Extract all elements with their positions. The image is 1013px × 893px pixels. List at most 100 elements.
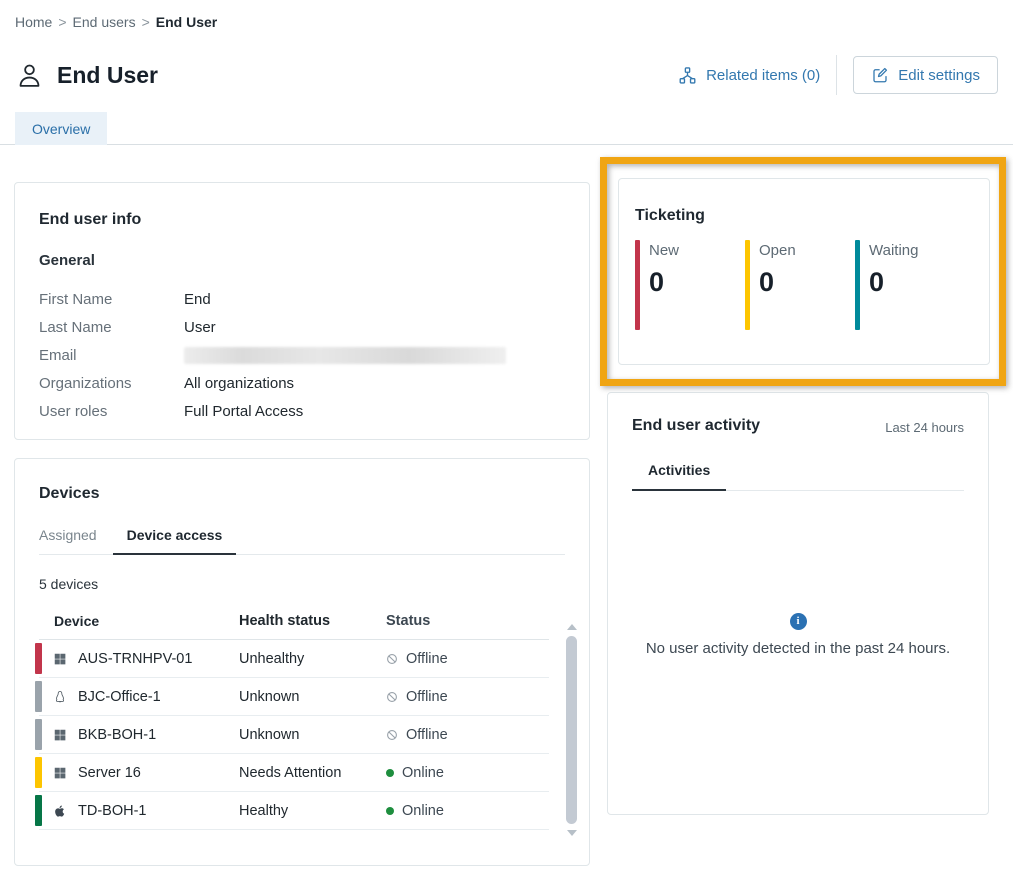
stat-waiting-tickets[interactable]: Waiting 0	[855, 240, 965, 330]
breadcrumb-separator: >	[58, 14, 66, 30]
redacted-email-value	[184, 347, 506, 364]
edit-settings-button[interactable]: Edit settings	[853, 56, 998, 94]
activity-title: End user activity	[632, 417, 760, 435]
health-color-bar	[35, 757, 42, 788]
table-row[interactable]: BJC-Office-1 Unknown Offline	[39, 678, 549, 716]
device-name: BJC-Office-1	[78, 689, 161, 705]
field-organizations: Organizations All organizations	[39, 369, 565, 397]
stat-value: 0	[869, 267, 918, 298]
status-text: Offline	[406, 727, 448, 743]
tab-device-access[interactable]: Device access	[127, 527, 223, 554]
health-status: Healthy	[239, 803, 386, 819]
breadcrumb-end-users[interactable]: End users	[73, 14, 136, 30]
offline-status-icon	[386, 729, 398, 741]
stat-color-bar	[855, 240, 860, 330]
info-icon: i	[790, 613, 807, 630]
field-value: End	[184, 291, 211, 308]
table-row[interactable]: Server 16 Needs Attention Online	[39, 754, 549, 792]
table-row[interactable]: AUS-TRNHPV-01 Unhealthy Offline	[39, 640, 549, 678]
linux-icon	[53, 690, 67, 704]
health-status: Unhealthy	[239, 651, 386, 667]
related-items-link[interactable]: Related items (0)	[678, 66, 820, 85]
edit-settings-label: Edit settings	[898, 67, 980, 84]
vertical-divider	[836, 55, 837, 95]
field-user-roles: User roles Full Portal Access	[39, 397, 565, 425]
related-items-label: Related items (0)	[706, 67, 820, 84]
windows-icon	[53, 728, 67, 742]
scroll-down-arrow-icon[interactable]	[567, 830, 577, 836]
stat-value: 0	[649, 267, 679, 298]
end-user-info-card: End user info General First Name End Las…	[14, 182, 590, 440]
tab-bar: Overview	[0, 111, 1013, 145]
person-icon	[15, 61, 44, 90]
general-section-title: General	[39, 252, 565, 269]
hierarchy-icon	[678, 66, 697, 85]
timeframe-label: Last 24 hours	[885, 417, 964, 435]
field-label: Last Name	[39, 319, 184, 336]
ticketing-title: Ticketing	[635, 207, 973, 225]
windows-icon	[53, 652, 67, 666]
tab-overview[interactable]: Overview	[15, 112, 107, 145]
breadcrumb: Home > End users > End User	[15, 14, 217, 30]
status-text: Online	[402, 765, 444, 781]
stat-new-tickets[interactable]: New 0	[635, 240, 745, 330]
table-scrollbar	[565, 624, 578, 836]
device-name: TD-BOH-1	[78, 803, 146, 819]
field-label: Organizations	[39, 375, 184, 392]
header-actions: Related items (0) Edit settings	[678, 55, 998, 95]
column-health-status: Health status	[239, 613, 386, 629]
devices-tab-bar: Assigned Device access	[39, 527, 565, 555]
table-row[interactable]: BKB-BOH-1 Unknown Offline	[39, 716, 549, 754]
field-label: User roles	[39, 403, 184, 420]
tab-assigned[interactable]: Assigned	[39, 527, 97, 554]
tab-activities[interactable]: Activities	[632, 462, 726, 491]
page-title: End User	[57, 62, 158, 89]
page-header: End User Related items (0) Edit settings	[15, 52, 998, 98]
devices-table-header: Device Health status Status	[39, 605, 549, 640]
scroll-up-arrow-icon[interactable]	[567, 624, 577, 630]
ticketing-card: Ticketing New 0 Open 0 Waiting 0	[618, 178, 990, 365]
scrollbar-thumb[interactable]	[566, 636, 577, 824]
field-value: User	[184, 319, 216, 336]
field-last-name: Last Name User	[39, 313, 565, 341]
field-value: Full Portal Access	[184, 403, 303, 420]
column-status: Status	[386, 613, 549, 629]
windows-icon	[53, 766, 67, 780]
empty-activity-message: No user activity detected in the past 24…	[608, 640, 988, 657]
offline-status-icon	[386, 653, 398, 665]
stat-color-bar	[635, 240, 640, 330]
devices-title: Devices	[39, 485, 565, 503]
apple-icon	[53, 804, 67, 818]
stat-label: New	[649, 242, 679, 259]
breadcrumb-current: End User	[156, 14, 217, 30]
device-count: 5 devices	[39, 576, 565, 592]
stat-value: 0	[759, 267, 796, 298]
activity-tab-bar: Activities	[632, 462, 964, 491]
activity-empty-state: i No user activity detected in the past …	[608, 611, 988, 657]
health-color-bar	[35, 681, 42, 712]
devices-table: Device Health status Status AUS-TRNHPV-0…	[39, 605, 549, 830]
breadcrumb-separator: >	[142, 14, 150, 30]
offline-status-icon	[386, 691, 398, 703]
health-status: Unknown	[239, 727, 386, 743]
column-device: Device	[39, 613, 239, 629]
health-status: Needs Attention	[239, 765, 386, 781]
table-row[interactable]: TD-BOH-1 Healthy Online	[39, 792, 549, 830]
breadcrumb-home[interactable]: Home	[15, 14, 52, 30]
device-name: BKB-BOH-1	[78, 727, 156, 743]
activity-header: End user activity Last 24 hours	[632, 417, 964, 435]
edit-pencil-icon	[871, 66, 889, 84]
ticketing-stats: New 0 Open 0 Waiting 0	[635, 240, 973, 330]
stat-color-bar	[745, 240, 750, 330]
stat-label: Waiting	[869, 242, 918, 259]
status-text: Offline	[406, 651, 448, 667]
field-label: First Name	[39, 291, 184, 308]
device-name: AUS-TRNHPV-01	[78, 651, 192, 667]
health-status: Unknown	[239, 689, 386, 705]
health-color-bar	[35, 643, 42, 674]
end-user-activity-card: End user activity Last 24 hours Activiti…	[607, 392, 989, 815]
online-status-icon	[386, 769, 394, 777]
stat-open-tickets[interactable]: Open 0	[745, 240, 855, 330]
end-user-info-title: End user info	[39, 211, 565, 229]
stat-label: Open	[759, 242, 796, 259]
